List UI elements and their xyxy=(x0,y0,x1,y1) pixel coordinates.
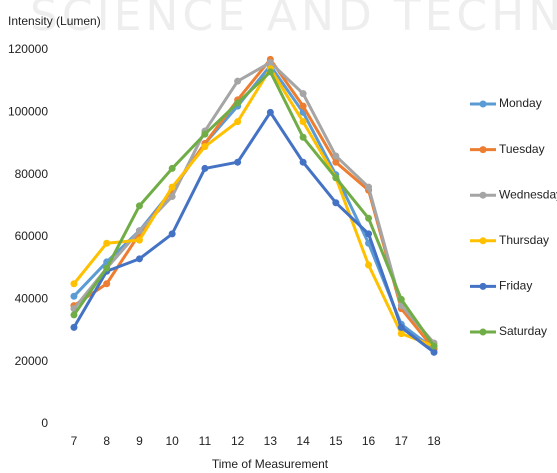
data-point xyxy=(168,183,176,191)
data-point xyxy=(332,174,340,182)
watermark: SCIENCE AND TECHN xyxy=(30,0,557,41)
data-point xyxy=(266,68,274,76)
data-point xyxy=(332,152,340,160)
data-point xyxy=(234,77,242,85)
data-point xyxy=(70,323,78,331)
y-tick-label: 120000 xyxy=(8,42,48,56)
x-tick-label: 12 xyxy=(231,434,245,448)
data-point xyxy=(299,102,307,110)
x-tick-label: 10 xyxy=(165,434,179,448)
y-axis-title: Intensity (Lumen) xyxy=(8,14,101,28)
series-line xyxy=(73,57,436,351)
series-line xyxy=(72,67,435,348)
data-point xyxy=(266,58,274,66)
data-point xyxy=(168,164,176,172)
data-point xyxy=(201,164,209,172)
y-tick-label: 0 xyxy=(41,416,48,430)
data-point xyxy=(70,292,78,300)
x-axis-title: Time of Measurement xyxy=(212,457,329,471)
y-tick-label: 60000 xyxy=(15,229,49,243)
data-point xyxy=(234,118,242,126)
legend-marker xyxy=(479,282,487,290)
legend-label: Monday xyxy=(499,96,542,110)
x-tick-label: 8 xyxy=(103,434,110,448)
x-tick-label: 14 xyxy=(296,434,310,448)
data-point xyxy=(365,230,373,238)
series-line xyxy=(72,64,435,351)
data-point xyxy=(299,90,307,98)
legend-label: Wednesday xyxy=(499,187,557,201)
series-line xyxy=(72,110,435,354)
x-tick-label: 16 xyxy=(362,434,376,448)
y-tick-label: 100000 xyxy=(8,105,48,119)
data-point xyxy=(299,158,307,166)
data-point xyxy=(365,214,373,222)
legend-marker xyxy=(479,328,487,336)
legend-marker xyxy=(479,237,487,245)
data-point xyxy=(430,342,438,350)
legend-label: Thursday xyxy=(499,233,549,247)
x-tick-label: 9 xyxy=(136,434,143,448)
data-point xyxy=(397,323,405,331)
data-point xyxy=(103,264,111,272)
x-tick-label: 17 xyxy=(395,434,409,448)
data-point xyxy=(168,192,176,200)
x-tick-label: 13 xyxy=(264,434,278,448)
data-point xyxy=(135,236,143,244)
series-line xyxy=(72,70,436,347)
x-tick-label: 11 xyxy=(199,434,212,448)
y-tick-label: 80000 xyxy=(15,167,49,181)
data-point xyxy=(365,183,373,191)
data-point xyxy=(70,311,78,319)
data-point xyxy=(365,261,373,269)
data-point xyxy=(397,330,405,338)
y-tick-label: 20000 xyxy=(15,354,49,368)
data-point xyxy=(135,202,143,210)
data-point xyxy=(299,133,307,141)
data-point xyxy=(332,199,340,207)
data-point xyxy=(168,230,176,238)
data-point xyxy=(332,158,340,166)
data-point xyxy=(201,143,209,151)
data-point xyxy=(135,255,143,263)
legend-label: Tuesday xyxy=(499,142,545,156)
x-tick-label: 18 xyxy=(427,434,441,448)
data-point xyxy=(234,158,242,166)
data-point xyxy=(103,280,111,288)
data-point xyxy=(135,227,143,235)
y-tick-label: 40000 xyxy=(15,292,49,306)
x-tick-label: 15 xyxy=(329,434,343,448)
data-point xyxy=(266,108,274,116)
legend-marker xyxy=(479,191,487,199)
data-point xyxy=(397,295,405,303)
series-line xyxy=(72,60,436,344)
data-point xyxy=(430,348,438,356)
legend-label: Friday xyxy=(499,279,532,293)
legend-label: Saturday xyxy=(499,324,547,338)
data-point xyxy=(201,130,209,138)
data-point xyxy=(299,118,307,126)
data-point xyxy=(70,280,78,288)
data-point xyxy=(234,99,242,107)
data-point xyxy=(103,239,111,247)
legend-marker xyxy=(479,100,487,108)
legend-marker xyxy=(479,146,487,154)
x-tick-label: 7 xyxy=(71,434,78,448)
